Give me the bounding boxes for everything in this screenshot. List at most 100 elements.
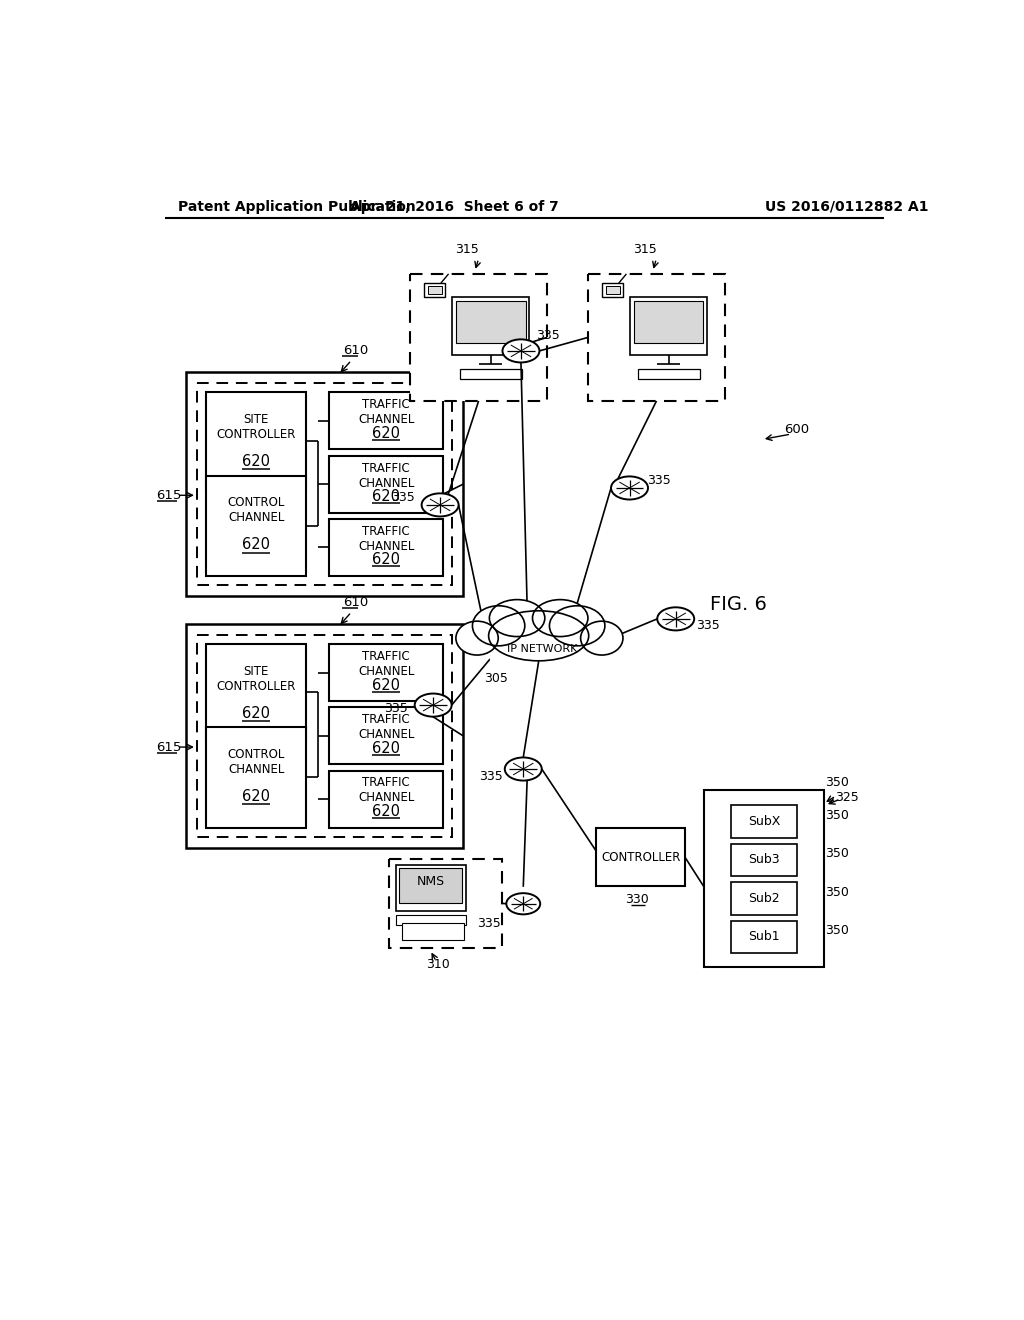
Bar <box>457 301 525 343</box>
Text: Apr. 21, 2016  Sheet 6 of 7: Apr. 21, 2016 Sheet 6 of 7 <box>349 199 558 214</box>
Bar <box>206 475 306 576</box>
Text: 620: 620 <box>242 789 270 804</box>
Ellipse shape <box>488 611 589 661</box>
Text: Sub3: Sub3 <box>749 853 779 866</box>
Bar <box>588 275 725 401</box>
Text: 350: 350 <box>825 776 849 788</box>
Bar <box>424 284 445 297</box>
Bar <box>634 301 703 343</box>
Text: CONTROLLER: CONTROLLER <box>601 850 680 863</box>
Text: 620: 620 <box>372 426 400 441</box>
Bar <box>330 519 443 576</box>
Bar <box>388 859 503 948</box>
Text: 335: 335 <box>391 491 415 504</box>
Bar <box>428 286 441 294</box>
Text: TRAFFIC
CHANNEL: TRAFFIC CHANNEL <box>358 651 415 678</box>
Ellipse shape <box>581 622 623 655</box>
Bar <box>731 805 797 838</box>
Text: NMS: NMS <box>417 875 444 888</box>
Bar <box>731 921 797 953</box>
Bar <box>602 284 624 297</box>
Text: 620: 620 <box>372 804 400 820</box>
Text: 310: 310 <box>426 958 450 972</box>
Text: 315: 315 <box>456 243 479 256</box>
Bar <box>330 455 443 512</box>
Bar <box>731 882 797 915</box>
Text: 620: 620 <box>372 552 400 568</box>
Bar <box>402 923 464 940</box>
Bar <box>410 275 547 401</box>
Text: 615: 615 <box>157 488 181 502</box>
Bar <box>596 829 685 886</box>
Text: 620: 620 <box>242 454 270 470</box>
Ellipse shape <box>503 339 540 363</box>
Ellipse shape <box>506 894 541 915</box>
Text: 335: 335 <box>479 770 503 783</box>
Text: 315: 315 <box>633 243 656 256</box>
Bar <box>186 372 463 595</box>
Bar <box>605 286 620 294</box>
Ellipse shape <box>422 494 459 516</box>
Bar <box>197 383 453 585</box>
Bar <box>399 869 463 903</box>
Text: 335: 335 <box>477 916 501 929</box>
Ellipse shape <box>532 599 588 636</box>
Text: Patent Application Publication: Patent Application Publication <box>178 199 416 214</box>
Bar <box>638 368 699 379</box>
Text: TRAFFIC
CHANNEL: TRAFFIC CHANNEL <box>358 776 415 804</box>
Text: 335: 335 <box>536 329 560 342</box>
Ellipse shape <box>657 607 694 631</box>
Text: FIG. 6: FIG. 6 <box>711 595 767 615</box>
Bar <box>330 392 443 449</box>
Text: CONTROL
CHANNEL: CONTROL CHANNEL <box>227 496 285 524</box>
Bar <box>197 635 453 837</box>
Text: 620: 620 <box>242 537 270 553</box>
Text: SITE
CONTROLLER: SITE CONTROLLER <box>216 665 296 693</box>
Bar <box>453 297 529 355</box>
Bar <box>396 866 466 911</box>
Text: TRAFFIC
CHANNEL: TRAFFIC CHANNEL <box>358 462 415 490</box>
Text: 620: 620 <box>372 490 400 504</box>
Bar <box>330 771 443 828</box>
Text: 610: 610 <box>343 597 368 610</box>
Ellipse shape <box>505 758 542 780</box>
Bar <box>460 368 521 379</box>
Text: · · ·: · · · <box>752 784 776 799</box>
Bar <box>705 789 823 966</box>
Text: 620: 620 <box>372 677 400 693</box>
Text: 600: 600 <box>784 422 809 436</box>
Text: 335: 335 <box>384 702 409 715</box>
Text: TRAFFIC
CHANNEL: TRAFFIC CHANNEL <box>358 713 415 742</box>
Text: 620: 620 <box>372 741 400 756</box>
Text: Sub2: Sub2 <box>749 892 779 906</box>
Text: 350: 350 <box>825 847 849 861</box>
Text: US 2016/0112882 A1: US 2016/0112882 A1 <box>765 199 929 214</box>
Text: 615: 615 <box>157 741 181 754</box>
Text: 350: 350 <box>825 886 849 899</box>
Ellipse shape <box>550 606 605 645</box>
Text: 335: 335 <box>647 474 671 487</box>
Bar <box>330 708 443 764</box>
Bar <box>396 915 466 925</box>
Bar <box>206 644 306 741</box>
Text: 330: 330 <box>625 894 649 907</box>
Ellipse shape <box>456 622 499 655</box>
Text: SITE
CONTROLLER: SITE CONTROLLER <box>216 413 296 441</box>
Text: 610: 610 <box>343 345 368 358</box>
Bar <box>731 843 797 876</box>
Bar <box>186 624 463 847</box>
Text: 350: 350 <box>825 924 849 937</box>
Ellipse shape <box>472 606 524 645</box>
Text: 325: 325 <box>835 791 858 804</box>
Text: 350: 350 <box>825 809 849 822</box>
Text: 335: 335 <box>696 619 720 631</box>
Text: 620: 620 <box>242 706 270 721</box>
Text: 305: 305 <box>484 672 508 685</box>
Bar <box>490 632 587 659</box>
Text: Sub1: Sub1 <box>749 931 779 944</box>
Text: TRAFFIC
CHANNEL: TRAFFIC CHANNEL <box>358 399 415 426</box>
Bar <box>631 297 708 355</box>
Bar <box>206 392 306 488</box>
Ellipse shape <box>415 693 452 717</box>
Ellipse shape <box>489 599 545 636</box>
